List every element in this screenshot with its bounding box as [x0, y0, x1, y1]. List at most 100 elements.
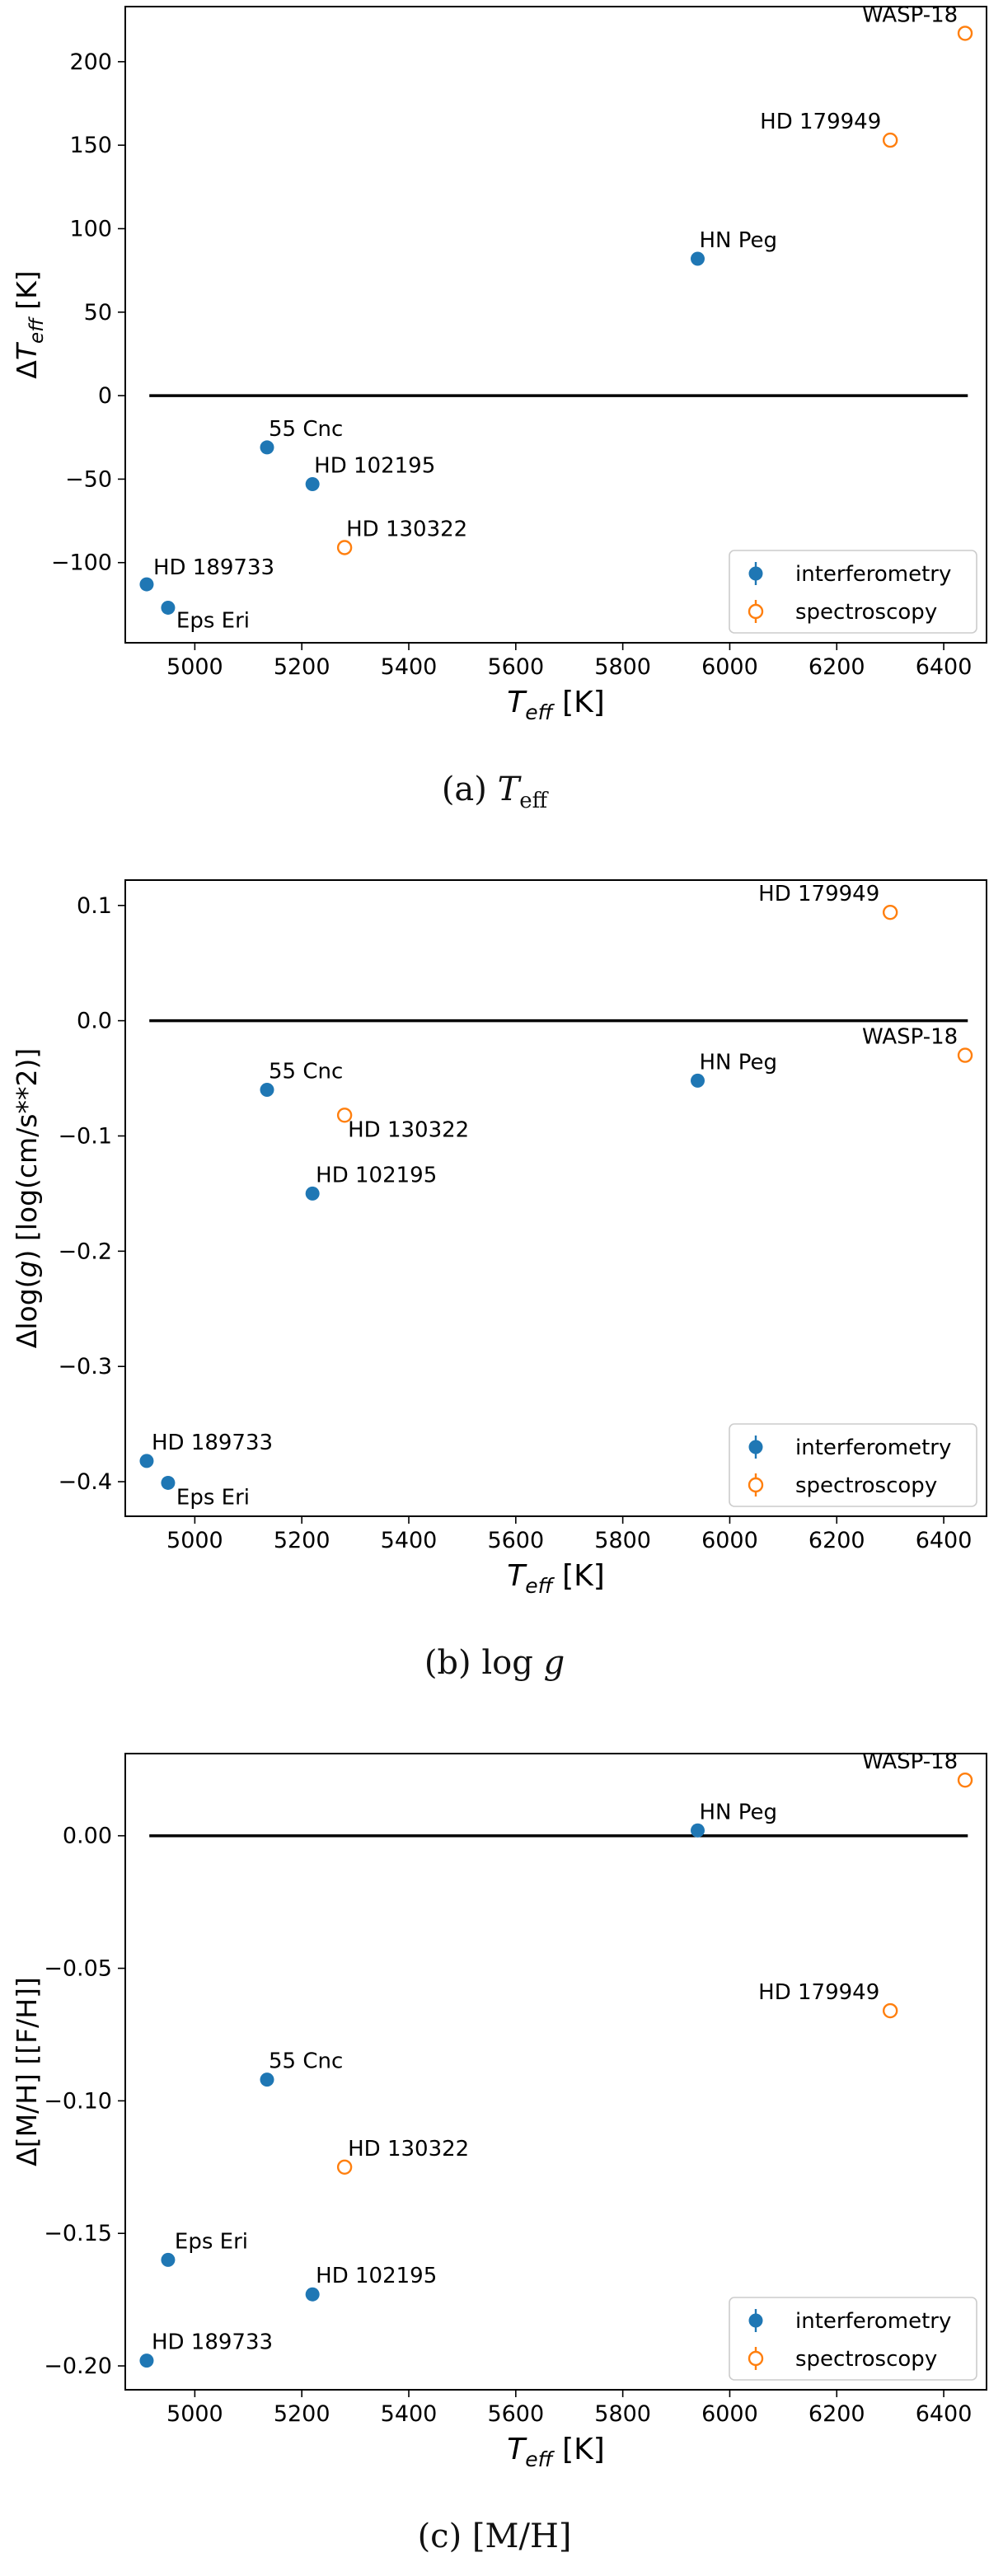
legend: interferometry spectroscopy	[729, 1423, 977, 1507]
legend-entry: spectroscopy	[795, 1473, 937, 1498]
point-label: HD 179949	[758, 882, 879, 906]
x-tick-label: 5600	[487, 654, 544, 680]
point-label: HD 130322	[346, 518, 467, 542]
caption-teff: (a) Teff	[0, 770, 989, 813]
legend-entry: interferometry	[795, 1436, 951, 1460]
y-tick-label: 100	[69, 216, 112, 241]
caption-sub: eff	[519, 789, 548, 813]
caption-var: T	[497, 770, 520, 808]
legend-entry: interferometry	[795, 2309, 951, 2334]
x-tick-label: 5600	[487, 2401, 544, 2427]
caption-mh: (c) [M/H]	[0, 2517, 989, 2555]
data-point-spectroscopy	[882, 2002, 898, 2019]
y-tick-label: −0.1	[58, 1123, 112, 1149]
chart-teff: 5000 5200 5400 5600 5800 6000 6200 6400 −100 −50 0…	[11, 2, 987, 724]
data-point-interferometry	[260, 1083, 274, 1098]
x-tick-label: 5000	[166, 654, 223, 680]
data-point-interferometry	[161, 600, 176, 615]
data-point-interferometry	[305, 477, 320, 492]
caption-logg: (b) log g	[0, 1644, 989, 1682]
y-tick-label: −0.15	[44, 2221, 112, 2246]
caption-label: (b)	[424, 1644, 471, 1682]
legend-entry: spectroscopy	[795, 2347, 937, 2372]
point-label: HN Peg	[700, 228, 778, 253]
x-tick-label: 5400	[381, 2401, 438, 2427]
data-point-interferometry	[305, 2287, 320, 2302]
data-point-interferometry	[691, 1823, 705, 1838]
point-label: HD 102195	[314, 454, 435, 479]
x-tick-label: 5800	[594, 654, 651, 680]
data-point-interferometry	[260, 440, 274, 455]
x-axis-label: Teff [K]	[507, 1559, 605, 1598]
point-label: WASP-18	[862, 1025, 958, 1050]
x-tick-label: 5200	[274, 1528, 330, 1553]
x-tick-label: 6400	[916, 654, 973, 680]
point-label: HD 102195	[316, 2264, 437, 2288]
point-label: WASP-18	[862, 2, 958, 27]
legend-marker-open	[748, 2350, 764, 2367]
data-point-spectroscopy	[957, 26, 973, 41]
x-tick-label: 6000	[701, 654, 758, 680]
data-point-spectroscopy	[336, 540, 353, 555]
chart-logg: 5000 5200 5400 5600 5800 6000 6200 6400 −0.4 −0.3…	[11, 879, 987, 1598]
data-point-interferometry	[139, 2354, 154, 2368]
panel-teff: 5000 5200 5400 5600 5800 6000 6200 6400 −100 −50 0…	[0, 0, 989, 832]
x-tick-label: 5400	[381, 654, 438, 680]
y-tick-label: 50	[84, 300, 112, 326]
point-label: Eps Eri	[176, 608, 250, 633]
data-point-interferometry	[161, 2252, 176, 2267]
y-tick-label: 150	[69, 133, 112, 158]
data-point-interferometry	[260, 2073, 274, 2087]
plot-frame	[124, 6, 987, 644]
point-label: HD 179949	[760, 110, 881, 134]
x-tick-label: 6200	[809, 1528, 865, 1553]
y-tick-label: −50	[65, 466, 112, 492]
y-axis-label: ΔTeff [K]	[11, 270, 48, 378]
y-tick-label: −0.20	[44, 2354, 112, 2379]
data-point-spectroscopy	[882, 904, 898, 920]
y-tick-label: 0.0	[77, 1009, 112, 1034]
caption-text: [M/H]	[471, 2517, 572, 2555]
legend-marker-filled	[748, 2313, 763, 2328]
point-label: HN Peg	[700, 1800, 778, 1824]
point-label: 55 Cnc	[269, 1060, 343, 1084]
y-tick-label: 0.1	[77, 893, 112, 919]
y-tick-label: 0.00	[63, 1824, 112, 1849]
point-label: HN Peg	[700, 1050, 778, 1075]
point-label: HD 130322	[348, 1117, 469, 1142]
data-point-interferometry	[139, 1454, 154, 1468]
x-tick-label: 6200	[809, 654, 865, 680]
point-label: Eps Eri	[175, 2229, 248, 2254]
x-tick-label: 5000	[166, 1528, 223, 1553]
caption-var: g	[543, 1644, 565, 1682]
x-tick-label: 6200	[809, 2401, 865, 2427]
x-tick-label: 5800	[594, 2401, 651, 2427]
legend: interferometry spectroscopy	[729, 550, 977, 634]
chart-mh: 5000 5200 5400 5600 5800 6000 6200 6400 −0.20 −0.…	[11, 1749, 987, 2471]
data-point-interferometry	[139, 577, 154, 592]
point-label: HD 179949	[758, 1980, 879, 2005]
x-tick-label: 5200	[274, 654, 330, 680]
plot-frame	[124, 879, 987, 1517]
y-tick-label: −0.05	[44, 1956, 112, 1982]
data-point-interferometry	[161, 1475, 176, 1490]
y-tick-label: −0.2	[58, 1239, 112, 1264]
panel-logg: 5000 5200 5400 5600 5800 6000 6200 6400 −0.4 −0.3…	[0, 873, 989, 1706]
data-point-spectroscopy	[957, 1772, 973, 1788]
y-tick-label: 200	[69, 49, 112, 75]
data-point-interferometry	[305, 1186, 320, 1201]
x-tick-label: 6000	[701, 1528, 758, 1553]
x-tick-label: 6400	[916, 1528, 973, 1553]
x-tick-label: 6000	[701, 2401, 758, 2427]
x-axis-label: Teff [K]	[507, 2433, 605, 2471]
x-tick-label: 5200	[274, 2401, 330, 2427]
y-tick-label: −0.4	[58, 1469, 112, 1495]
y-tick-label: 0	[98, 383, 112, 409]
data-point-interferometry	[691, 1073, 705, 1088]
x-tick-label: 5600	[487, 1528, 544, 1553]
legend: interferometry spectroscopy	[729, 2297, 977, 2381]
legend-marker-open	[748, 1477, 764, 1493]
x-tick-label: 5400	[381, 1528, 438, 1553]
y-tick-label: −100	[51, 550, 112, 576]
data-point-spectroscopy	[882, 132, 898, 148]
